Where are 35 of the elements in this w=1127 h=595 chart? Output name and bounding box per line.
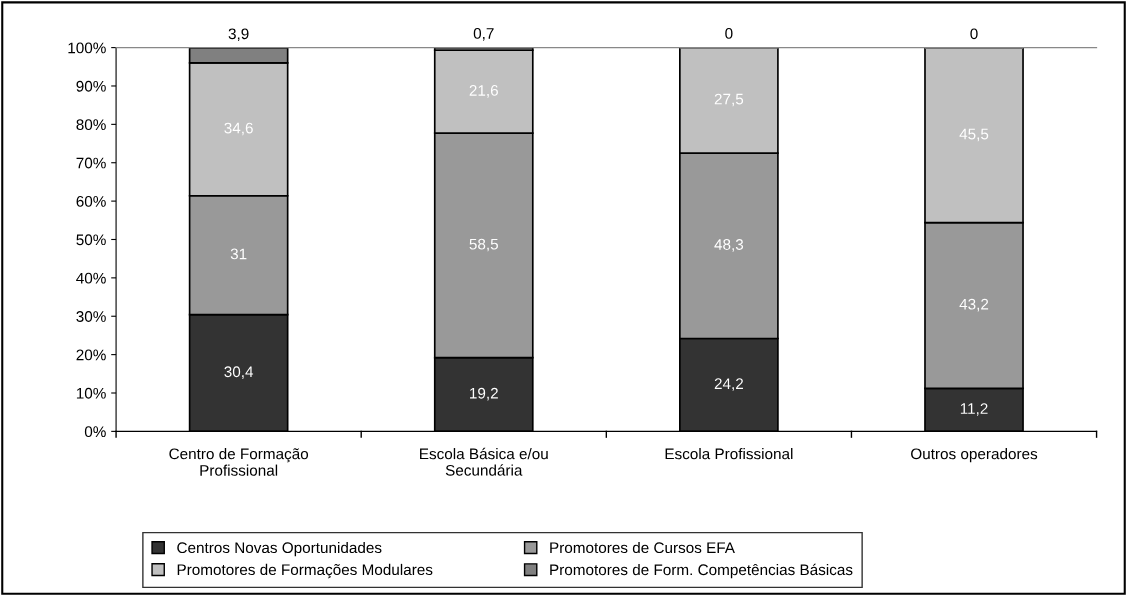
y-tick-label: 60% <box>76 195 106 207</box>
y-tick-label: 50% <box>76 234 106 246</box>
data-label: 0 <box>725 28 733 39</box>
data-label: 48,3 <box>714 239 744 252</box>
data-label: 31 <box>230 248 247 260</box>
x-tick-label: Outros operadores <box>911 448 1038 463</box>
data-label: 45,5 <box>959 128 989 142</box>
x-tick-label: Escola Profissional <box>665 448 793 460</box>
y-tick-label: 40% <box>76 272 106 284</box>
data-label: 58,5 <box>469 238 498 252</box>
data-label: 34,6 <box>224 122 253 136</box>
data-label: 0,7 <box>473 28 494 41</box>
y-tick-label: 100% <box>68 42 106 54</box>
y-tick-label: 80% <box>76 119 106 131</box>
legend-label: Promotores de Cursos EFA <box>550 541 735 554</box>
data-label: 0 <box>970 28 978 40</box>
legend-label: Promotores de Formações Modulares <box>177 563 433 579</box>
y-tick-label: 10% <box>76 387 106 399</box>
legend-label: Promotores de Form. Competências Básicas <box>550 563 853 579</box>
y-tick-label: 20% <box>76 349 106 361</box>
data-label: 3,9 <box>228 28 249 42</box>
y-tick-label: 0% <box>84 426 106 438</box>
data-label: 11,2 <box>960 403 988 416</box>
x-tick-label: Centro de Formação Profissional <box>169 448 309 476</box>
data-label: 27,5 <box>714 93 744 107</box>
data-label: 24,2 <box>714 378 743 391</box>
y-tick-label: 90% <box>76 80 106 92</box>
x-tick-label: Escola Básica e/ou Secundária <box>420 447 548 476</box>
y-tick-label: 70% <box>76 157 106 169</box>
data-label: 30,4 <box>224 366 254 379</box>
data-label: 43,2 <box>959 298 989 312</box>
data-label: 19,2 <box>470 387 498 401</box>
legend-label: Centros Novas Oportunidades <box>177 541 382 557</box>
y-tick-label: 30% <box>76 311 106 322</box>
data-label: 21,6 <box>469 85 498 98</box>
